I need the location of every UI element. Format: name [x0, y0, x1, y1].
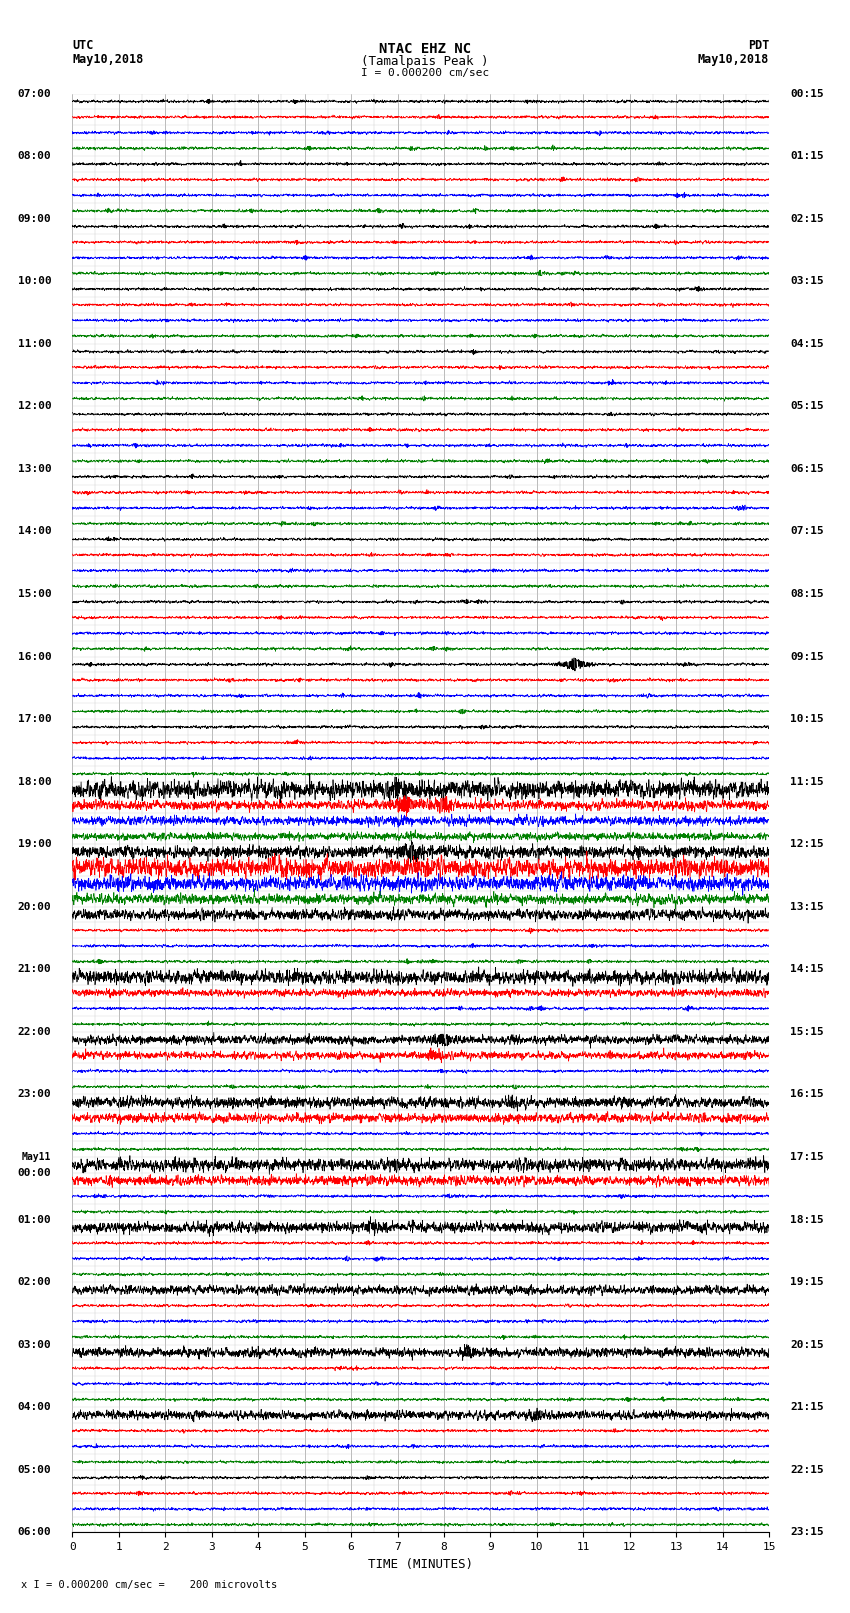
Text: 09:15: 09:15	[790, 652, 824, 661]
Text: May11: May11	[22, 1152, 51, 1161]
Text: 12:15: 12:15	[790, 839, 824, 848]
Text: 22:15: 22:15	[790, 1465, 824, 1474]
Text: UTC: UTC	[72, 39, 94, 52]
Text: x I = 0.000200 cm/sec =    200 microvolts: x I = 0.000200 cm/sec = 200 microvolts	[21, 1581, 277, 1590]
Text: 14:00: 14:00	[18, 526, 51, 537]
Text: May10,2018: May10,2018	[72, 53, 144, 66]
Text: 03:00: 03:00	[18, 1340, 51, 1350]
Text: PDT: PDT	[748, 39, 769, 52]
Text: 01:00: 01:00	[18, 1215, 51, 1224]
Text: May10,2018: May10,2018	[698, 53, 769, 66]
Text: 14:15: 14:15	[790, 965, 824, 974]
Text: 16:15: 16:15	[790, 1089, 824, 1100]
Text: 15:00: 15:00	[18, 589, 51, 598]
Text: 13:15: 13:15	[790, 902, 824, 911]
Text: 03:15: 03:15	[790, 276, 824, 286]
Text: 19:00: 19:00	[18, 839, 51, 848]
Text: 13:00: 13:00	[18, 465, 51, 474]
Text: 00:00: 00:00	[18, 1168, 51, 1177]
Text: 01:15: 01:15	[790, 152, 824, 161]
Text: 04:00: 04:00	[18, 1402, 51, 1413]
Text: 11:00: 11:00	[18, 339, 51, 348]
Text: 02:00: 02:00	[18, 1277, 51, 1287]
Text: 20:00: 20:00	[18, 902, 51, 911]
Text: 23:15: 23:15	[790, 1528, 824, 1537]
Text: 20:15: 20:15	[790, 1340, 824, 1350]
Text: 07:15: 07:15	[790, 526, 824, 537]
Text: 21:15: 21:15	[790, 1402, 824, 1413]
Text: 10:00: 10:00	[18, 276, 51, 286]
Text: 06:00: 06:00	[18, 1528, 51, 1537]
Text: (Tamalpais Peak ): (Tamalpais Peak )	[361, 55, 489, 68]
Text: 05:15: 05:15	[790, 402, 824, 411]
Text: 11:15: 11:15	[790, 777, 824, 787]
Text: 21:00: 21:00	[18, 965, 51, 974]
Text: 09:00: 09:00	[18, 213, 51, 224]
Text: 08:00: 08:00	[18, 152, 51, 161]
Text: I = 0.000200 cm/sec: I = 0.000200 cm/sec	[361, 68, 489, 77]
X-axis label: TIME (MINUTES): TIME (MINUTES)	[368, 1558, 473, 1571]
Text: 04:15: 04:15	[790, 339, 824, 348]
Text: 05:00: 05:00	[18, 1465, 51, 1474]
Text: 17:00: 17:00	[18, 715, 51, 724]
Text: 02:15: 02:15	[790, 213, 824, 224]
Text: 23:00: 23:00	[18, 1089, 51, 1100]
Text: 07:00: 07:00	[18, 89, 51, 98]
Text: 06:15: 06:15	[790, 465, 824, 474]
Text: 18:15: 18:15	[790, 1215, 824, 1224]
Text: 00:15: 00:15	[790, 89, 824, 98]
Text: 18:00: 18:00	[18, 777, 51, 787]
Text: 16:00: 16:00	[18, 652, 51, 661]
Text: NTAC EHZ NC: NTAC EHZ NC	[379, 42, 471, 56]
Text: 08:15: 08:15	[790, 589, 824, 598]
Text: 19:15: 19:15	[790, 1277, 824, 1287]
Text: 12:00: 12:00	[18, 402, 51, 411]
Text: 22:00: 22:00	[18, 1027, 51, 1037]
Text: 17:15: 17:15	[790, 1152, 824, 1161]
Text: 15:15: 15:15	[790, 1027, 824, 1037]
Text: 10:15: 10:15	[790, 715, 824, 724]
